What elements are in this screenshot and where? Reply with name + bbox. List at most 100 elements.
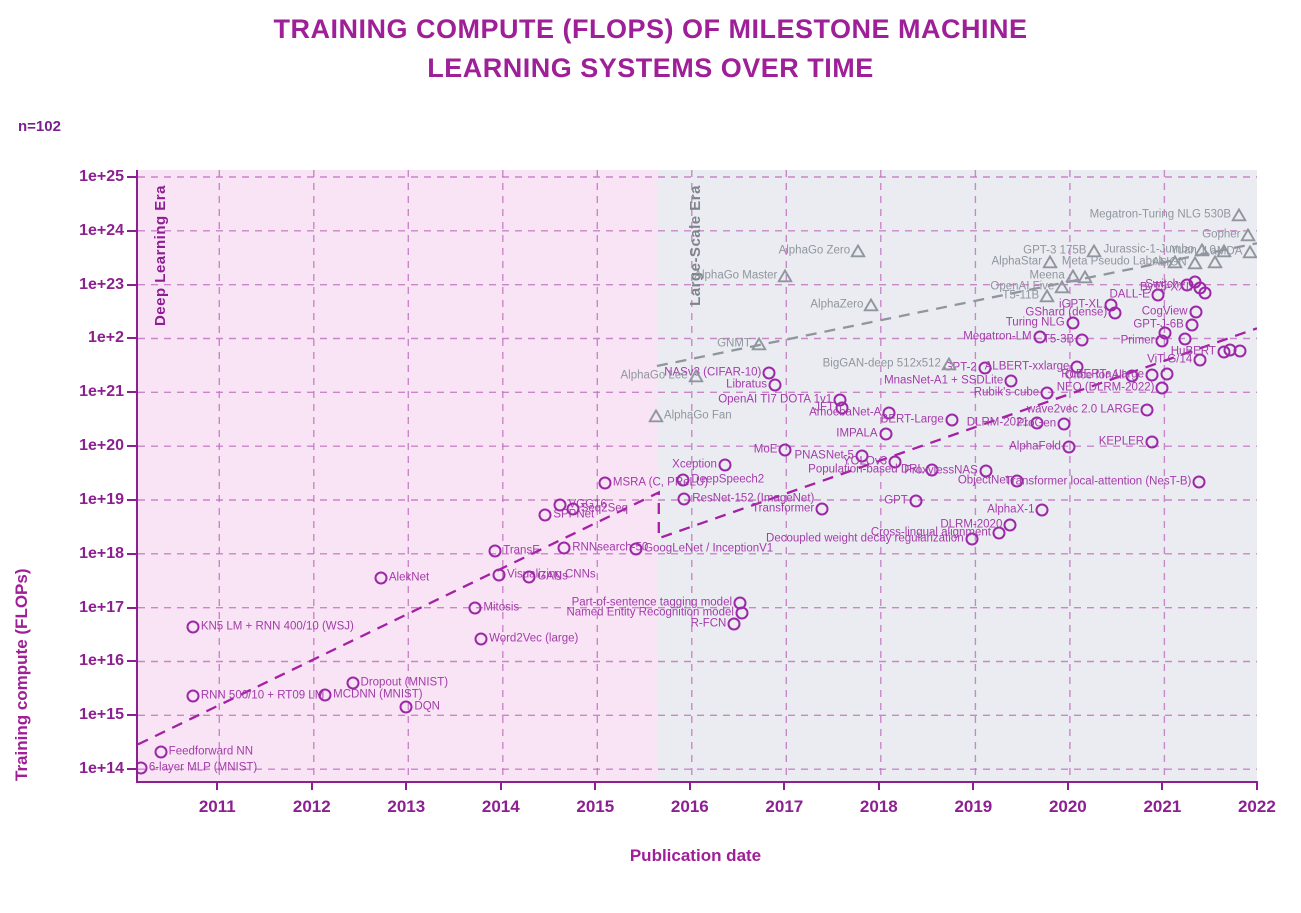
dall-e-point[interactable] [1151,288,1165,302]
moe-point[interactable] [778,443,792,457]
large-scale-era-trend [656,242,1257,368]
unlabeled-point[interactable] [1207,255,1223,269]
r-fcn-point[interactable] [727,617,741,631]
once-for-all-point[interactable] [1125,369,1139,383]
feedforward-nn-point[interactable] [154,745,168,759]
gopher-point[interactable] [1240,227,1256,242]
impala-point[interactable] [879,427,893,441]
y-tick-label: 1e+25 [79,167,124,185]
lamda-point[interactable] [1242,244,1257,259]
alphax-1-point[interactable] [1035,503,1049,517]
proxylessnas-point[interactable] [979,464,993,478]
vit-g-14-point[interactable] [1193,353,1207,367]
aleknet-point[interactable] [374,571,388,585]
biggan-deep-512x512-point[interactable] [941,356,957,371]
seq2seq-point[interactable] [566,502,580,516]
alphafold-point[interactable] [1062,440,1076,454]
point-label: Switch [1145,277,1180,290]
rnnsearch-50-point[interactable] [557,541,571,555]
dlrm-2021-point[interactable] [1030,416,1044,430]
vgg16-point[interactable] [553,498,567,512]
rnn-500-10-rt09-lm-point[interactable] [186,689,200,703]
neo-dlrm-2022-point[interactable] [1155,381,1169,395]
transe-point[interactable] [488,544,502,558]
unlabeled-point[interactable] [1188,275,1202,289]
visualizing-cnns-point[interactable] [492,568,506,582]
alphago-fan-point[interactable] [648,409,664,423]
point-label: ProGen [1016,417,1057,430]
gans-point[interactable] [522,570,536,584]
alphastar-point[interactable] [1042,255,1058,269]
y-tick-label: 1e+17 [79,598,124,616]
point-label: HuBERT [1170,345,1216,358]
unlabeled-point[interactable] [1158,326,1172,340]
unlabeled-point[interactable] [1233,344,1247,358]
dropout-mnist-point[interactable] [346,676,360,690]
xception-point[interactable] [718,458,732,472]
named-entity-recognition-model-point[interactable] [735,606,749,620]
roberta-large-point[interactable] [1145,368,1159,382]
yuan-1-0-point[interactable] [1216,243,1232,258]
x-tick-mark [972,781,975,790]
alphago-zero-point[interactable] [850,243,866,258]
objectnet-point[interactable] [1010,474,1024,488]
meena-point[interactable] [1065,269,1081,283]
rubik-s-cube-point[interactable] [1040,386,1054,400]
gpt-2-point[interactable] [978,361,992,375]
bert-large-point[interactable] [945,413,959,427]
gnmt-point[interactable] [751,336,767,351]
point-label: GoogLeNet / InceptionV1 [644,542,774,555]
point-label: ResNet-152 (ImageNet) [692,492,815,505]
megatron-turing-nlg-530b-point[interactable] [1231,207,1247,222]
alphago-lee-point[interactable] [688,369,704,383]
mcdnn-mnist-point[interactable] [318,688,332,702]
deepspeech2-point[interactable] [676,473,690,487]
transformer-point[interactable] [815,502,829,516]
mnasnet-a1-ssdlite-point[interactable] [1004,374,1018,388]
megatron-lm-point[interactable] [1033,330,1047,344]
population-based-drl-point[interactable] [925,463,939,477]
nasv3-cifar-10-point[interactable] [762,366,776,380]
resnet-152-imagenet-point[interactable] [677,492,691,506]
t5-3b-point[interactable] [1075,333,1089,347]
gpt-j-6b-point[interactable] [1185,318,1199,332]
word2vec-large-point[interactable] [474,632,488,646]
alphazero-point[interactable] [863,297,879,312]
unlabeled-point[interactable] [1077,270,1093,284]
kn5-lm-rnn-400-10-wsj-point[interactable] [186,620,200,634]
gpt-point[interactable] [909,494,923,508]
dqn-point[interactable] [399,700,413,714]
sppnet-point[interactable] [538,508,552,522]
jft-point[interactable] [835,401,849,415]
progen-point[interactable] [1057,417,1071,431]
unlabeled-point[interactable] [1198,286,1212,300]
yolov3-point[interactable] [888,455,902,469]
albert-xxlarge-point[interactable] [1070,360,1084,374]
6-layer-mlp-mnist-point[interactable] [138,761,148,775]
decoupled-weight-decay-regularization-point[interactable] [965,532,979,546]
cogview-point[interactable] [1189,305,1203,319]
cross-lingual-alignment-point[interactable] [992,526,1006,540]
dlrm-2020-point[interactable] [1003,518,1017,532]
libratus-point[interactable] [768,378,782,392]
msra-c-prelu-point[interactable] [598,476,612,490]
alphago-master-point[interactable] [777,269,793,283]
openai-five-point[interactable] [1054,279,1070,294]
kepler-point[interactable] [1145,435,1159,449]
amoebanet-a-point[interactable] [882,406,896,420]
gpt-3-175b-point[interactable] [1086,243,1102,258]
point-label: JFT [814,401,835,414]
turing-nlg-point[interactable] [1066,316,1080,330]
gshard-dense-point[interactable] [1108,306,1122,320]
transformer-local-attention-nest-b-point[interactable] [1192,475,1206,489]
wave2vec-2-0-large-point[interactable] [1140,403,1154,417]
align-point[interactable] [1187,255,1203,270]
mitosis-point[interactable] [468,601,482,615]
t5-11b-point[interactable] [1039,288,1055,303]
meta-pseudo-labels-point[interactable] [1167,255,1183,269]
unlabeled-point[interactable] [1160,367,1174,381]
jurassic-1-jumbo-point[interactable] [1194,243,1210,257]
pnasnet-5-point[interactable] [855,449,869,463]
unlabeled-point[interactable] [1178,332,1192,346]
googlenet-inceptionv1-point[interactable] [629,542,643,556]
